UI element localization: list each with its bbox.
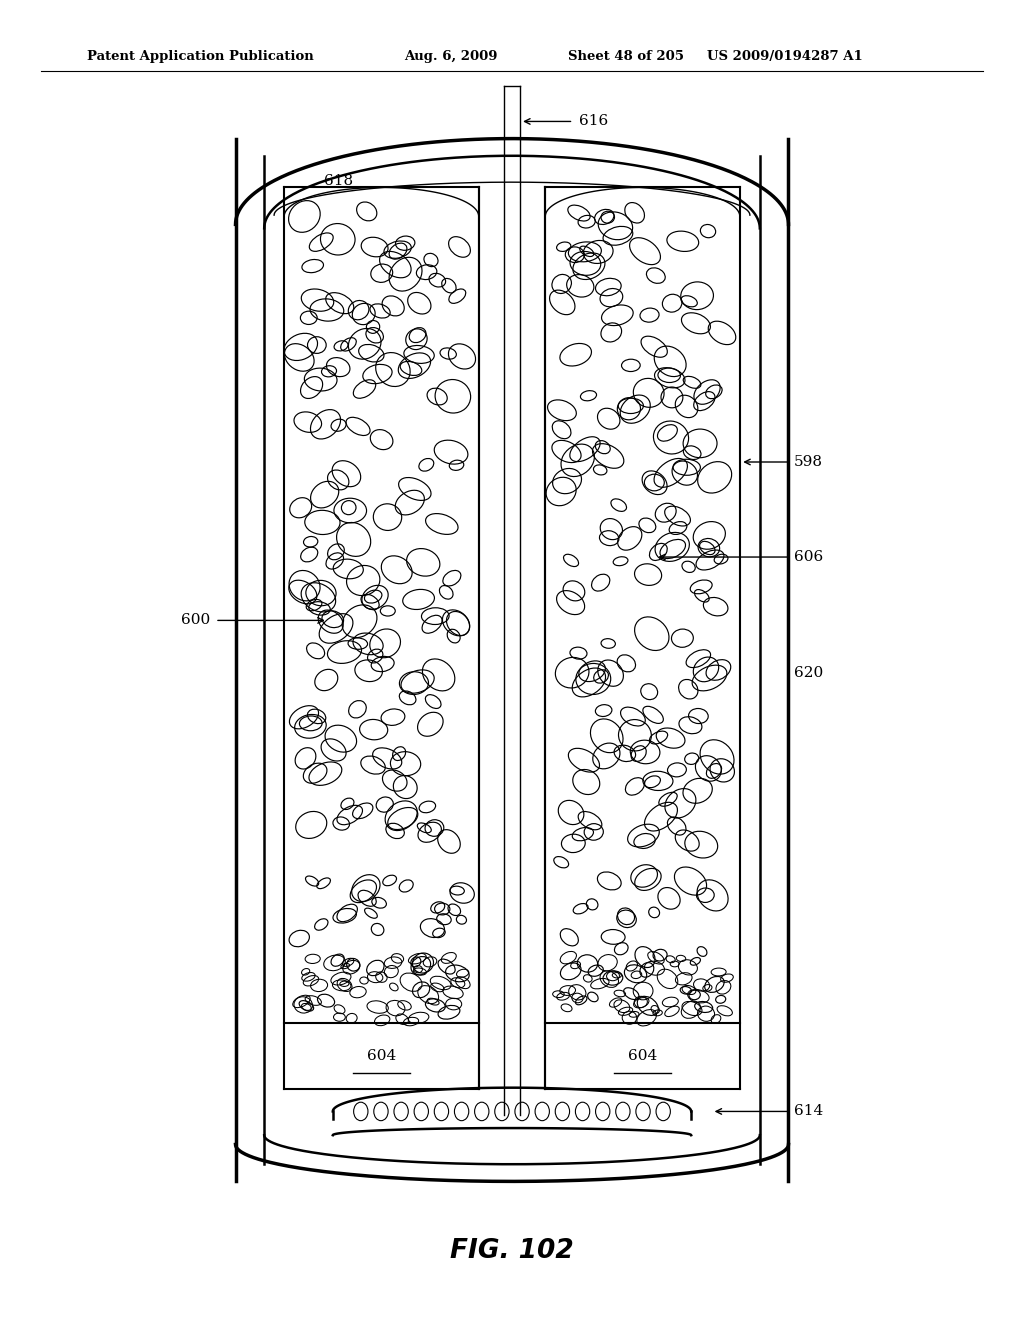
- Text: Aug. 6, 2009: Aug. 6, 2009: [404, 50, 498, 63]
- Text: 618: 618: [325, 174, 353, 187]
- Text: 606: 606: [794, 550, 823, 564]
- Text: 604: 604: [628, 1049, 657, 1063]
- Text: 616: 616: [579, 115, 608, 128]
- Text: 600: 600: [180, 614, 210, 627]
- Text: 604: 604: [367, 1049, 396, 1063]
- Text: FIG. 102: FIG. 102: [451, 1238, 573, 1265]
- Text: 614: 614: [794, 1105, 823, 1118]
- Text: 598: 598: [794, 455, 822, 469]
- Text: US 2009/0194287 A1: US 2009/0194287 A1: [707, 50, 862, 63]
- Text: 620: 620: [794, 667, 823, 680]
- Text: Patent Application Publication: Patent Application Publication: [87, 50, 313, 63]
- Text: Sheet 48 of 205: Sheet 48 of 205: [568, 50, 684, 63]
